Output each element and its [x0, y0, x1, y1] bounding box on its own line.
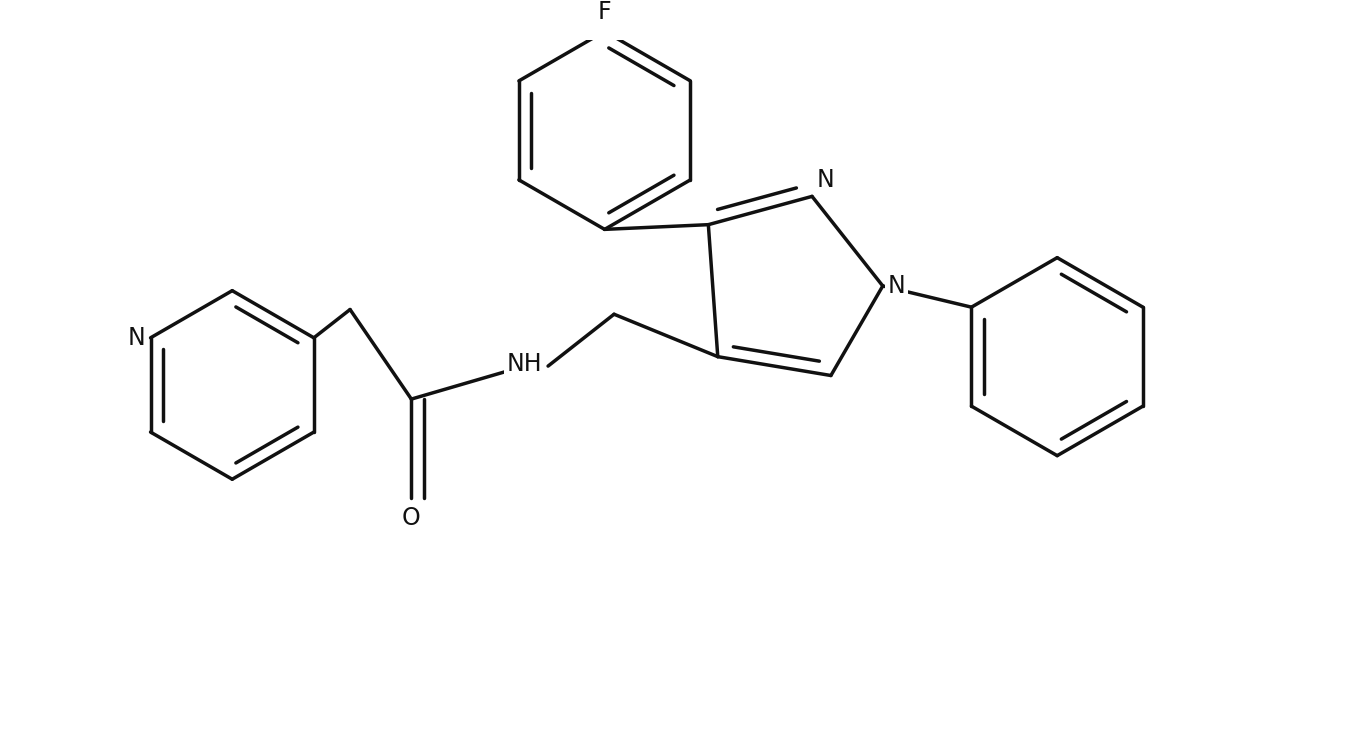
- Text: NH: NH: [507, 352, 542, 376]
- Text: O: O: [402, 506, 421, 530]
- Text: N: N: [128, 326, 146, 350]
- Text: F: F: [598, 0, 612, 24]
- Text: N: N: [888, 274, 906, 298]
- Text: N: N: [817, 168, 835, 192]
